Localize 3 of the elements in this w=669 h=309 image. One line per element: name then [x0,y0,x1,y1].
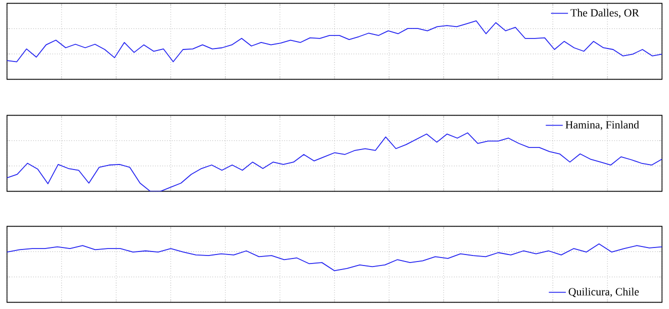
legend-label: The Dalles, OR [570,8,640,18]
legend-label: Quilicura, Chile [568,288,639,298]
legend-label: Hamina, Finland [566,120,640,130]
